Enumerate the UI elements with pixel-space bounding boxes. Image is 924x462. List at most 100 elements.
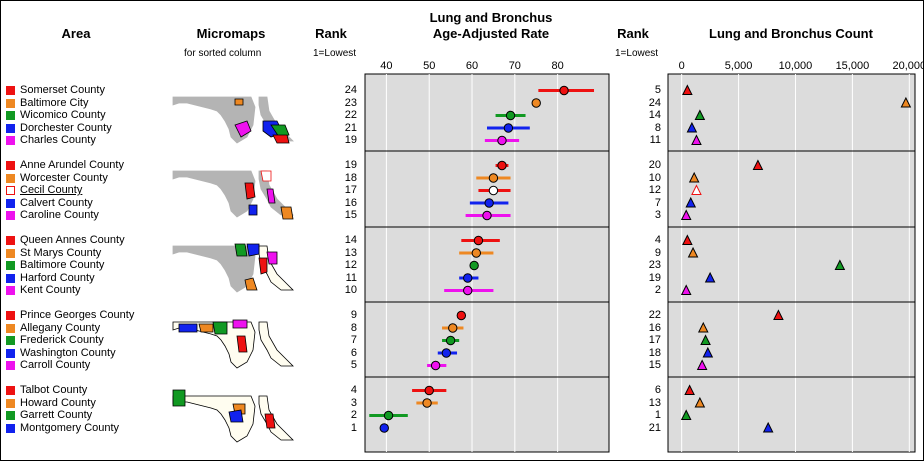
count-rank: 15 [648,359,661,371]
count-rank: 1 [654,409,661,421]
rank2-header: Rank [617,26,649,41]
count-point [682,234,693,245]
legend-swatch [6,136,15,145]
area-label: Queen Annes County [20,234,125,246]
legend-swatch [6,186,15,195]
area-label: Kent County [20,284,81,296]
rate-rank: 11 [345,271,357,284]
area-label: Baltimore County [20,259,105,271]
rate-point [469,260,479,271]
rate-point [441,348,452,358]
count-rank: 14 [648,109,661,121]
rate-point [379,423,389,433]
area-label: Washington County [20,346,116,359]
rate-rank: 5 [350,359,357,371]
rate-rank: 12 [344,259,357,271]
count-rank: 21 [648,421,661,434]
legend-swatch [6,123,15,133]
rate-tick-label: 80 [552,60,564,72]
count-rank: 13 [648,396,661,409]
rate-rank: 23 [344,96,357,109]
area-label: Carroll County [20,359,91,371]
rate-rank: 19 [344,134,357,146]
rate-tick-label: 60 [466,60,478,72]
count-rank: 2 [654,284,661,296]
rate-point [445,335,456,346]
area-label: Anne Arundel County [20,159,124,171]
area-label: Worcester County [20,171,108,184]
rate-rank: 21 [344,121,357,134]
count-point [762,421,774,433]
count-rank: 20 [648,159,661,171]
legend-swatch [6,236,15,245]
rate-point [383,410,394,421]
area-label: Somerset County [20,84,105,96]
area-label: Wicomico County [20,109,106,121]
rank-header: Rank [315,26,347,41]
rate-tick-label: 70 [509,60,521,72]
legend-swatch [6,398,15,408]
rate-rank: 15 [344,209,357,221]
count-point [680,284,692,295]
count-point [694,396,706,408]
area-label: Charles County [20,134,96,146]
legend-swatch [6,423,15,433]
rate-point [503,123,514,133]
area-label: Talbot County [20,384,88,396]
rate-point [488,185,499,196]
legend-swatch [6,198,15,208]
legend-swatch [6,361,15,370]
count-point [684,384,695,395]
rank2-subheader: 1=Lowest [615,48,659,59]
count-rank: 19 [648,271,661,284]
rate-rank: 19 [344,159,357,171]
rate-rank: 4 [350,384,357,396]
area-label: Montgomery County [20,421,120,434]
count-rank: 7 [654,196,661,209]
rate-tick-label: 50 [423,60,435,72]
legend-swatch [6,98,15,108]
count-rank: 6 [654,384,661,396]
area-label: Allegany County [20,321,101,334]
rate-tick-label: 40 [380,60,392,72]
area-label: Calvert County [20,196,93,209]
count-tick-label: 0 [679,60,685,72]
count-point [691,184,702,195]
rate-rank: 8 [350,321,357,334]
count-point [697,321,709,333]
area-label: Dorchester County [20,121,112,134]
count-panel [667,73,916,453]
rate-point [473,235,484,246]
count-point [680,209,692,220]
rate-rank: 17 [344,184,357,196]
legend-swatch [6,211,15,220]
area-label: Caroline County [20,209,99,221]
area-label: Baltimore City [20,96,89,109]
count-tick-label: 5,000 [725,60,753,72]
count-rank: 18 [648,346,661,359]
count-title: Lung and Bronchus Count [709,26,873,41]
count-rank: 16 [648,321,661,334]
rate-point [497,160,507,171]
legend-swatch [6,286,15,295]
rate-rank: 13 [344,246,357,259]
count-point [686,121,698,133]
count-rank: 11 [649,134,661,146]
rank-subheader: 1=Lowest [313,48,357,59]
rate-rank: 3 [350,396,357,409]
legend-swatch [6,261,15,270]
legend-swatch [6,323,15,333]
legend-swatch [6,336,15,345]
count-rank: 17 [648,334,661,346]
count-rank: 3 [654,209,661,221]
count-point [685,196,697,208]
rate-panel [364,73,610,453]
rate-point [463,285,473,296]
rate-rank: 22 [344,109,357,121]
count-point [900,96,912,108]
area-label: St Marys County [20,246,102,259]
count-tick-label: 20,000 [892,60,924,72]
count-rank: 23 [648,259,661,271]
rate-title-line1: Lung and Bronchus [429,10,553,25]
